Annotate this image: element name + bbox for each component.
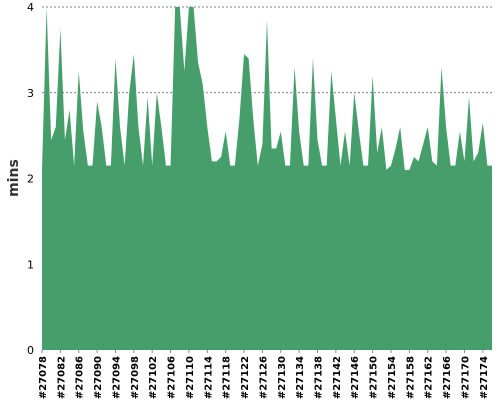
x-tick-label: #27114 [203, 356, 214, 399]
x-tick-label: #27142 [332, 356, 343, 399]
x-tick-label: #27110 [185, 356, 196, 399]
x-tick-label: #27102 [148, 356, 159, 399]
y-tick-label: 3 [27, 87, 34, 100]
x-tick-label: #27118 [222, 356, 233, 399]
x-tick-label: #27086 [75, 356, 86, 399]
x-tick-label: #27078 [38, 356, 49, 399]
y-tick-label: 1 [27, 258, 34, 271]
x-tick-label: #27082 [56, 356, 67, 399]
x-axis-ticks: #27078 #27082 #27086 #27090 #27094 #27098 #271… [38, 350, 490, 399]
y-tick-label: 4 [27, 1, 34, 14]
x-tick-label: #27146 [350, 356, 361, 399]
y-tick-label: 0 [27, 344, 34, 357]
area-series [42, 7, 492, 350]
x-tick-label: #27174 [479, 356, 490, 399]
x-tick-label: #27094 [112, 356, 123, 399]
x-tick-label: #27158 [405, 356, 416, 399]
x-tick-label: #27134 [295, 356, 306, 399]
x-tick-label: #27098 [130, 356, 141, 399]
x-tick-label: #27126 [258, 356, 269, 399]
x-tick-label: #27122 [240, 356, 251, 399]
x-tick-label: #27130 [277, 356, 288, 399]
x-tick-label: #27170 [460, 356, 471, 399]
x-tick-label: #27150 [369, 356, 380, 399]
y-axis-title: mins [6, 159, 22, 197]
x-tick-label: #27106 [167, 356, 178, 399]
y-tick-label: 2 [27, 173, 34, 186]
x-tick-label: #27162 [424, 356, 435, 399]
y-axis-ticks: 0 1 2 3 4 [27, 1, 34, 357]
x-tick-label: #27138 [314, 356, 325, 399]
area-series-fill [42, 7, 492, 350]
x-tick-label: #27166 [442, 356, 453, 399]
x-tick-label: #27090 [93, 356, 104, 399]
x-tick-label: #27154 [387, 356, 398, 399]
